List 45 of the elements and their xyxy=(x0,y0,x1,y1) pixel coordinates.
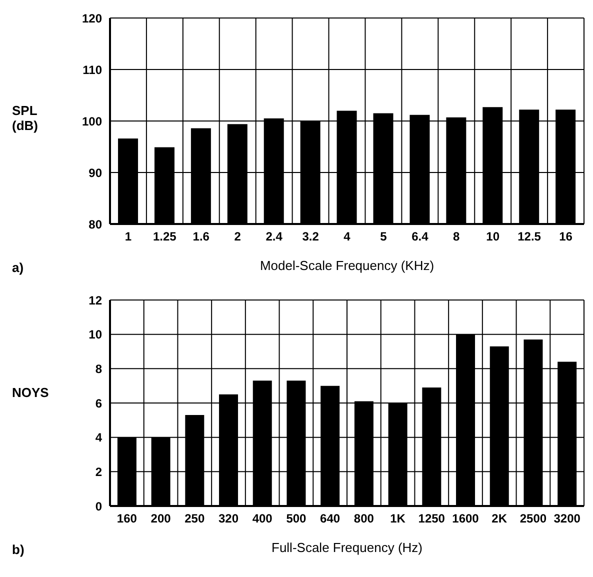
y-tick-label: 10 xyxy=(88,328,102,342)
y-tick-label: 80 xyxy=(88,217,102,232)
y-tick-label: 6 xyxy=(95,396,102,410)
x-tick-label: 500 xyxy=(286,512,307,526)
x-tick-label: 1 xyxy=(124,230,132,244)
x-tick-label: 200 xyxy=(150,512,172,526)
x-axis-title: Full-Scale Frequency (Hz) xyxy=(270,540,424,555)
x-tick-label: 2500 xyxy=(520,512,547,526)
x-tick-label: 1K xyxy=(390,512,406,526)
x-tick-label: 2.4 xyxy=(266,230,283,244)
x-tick-label: 6.4 xyxy=(412,230,429,244)
x-tick-label: 2 xyxy=(234,230,242,244)
x-tick-label: 3.2 xyxy=(302,230,320,244)
y-axis-title: SPL (dB) xyxy=(12,103,39,133)
y-tick-label: 110 xyxy=(82,62,102,77)
y-tick-label: 90 xyxy=(88,166,102,180)
x-axis-title: Model-Scale Frequency (KHz) xyxy=(258,258,436,273)
x-tick-label: 1600 xyxy=(452,512,480,526)
y-tick-label: 120 xyxy=(82,11,102,26)
x-tick-label: 16 xyxy=(559,230,573,244)
y-tick-label: 100 xyxy=(82,114,102,128)
y-tick-label: 0 xyxy=(95,499,102,514)
x-tick-label: 320 xyxy=(218,512,239,526)
y-axis-title: NOYS xyxy=(12,385,50,400)
y-tick-label: 4 xyxy=(95,430,102,445)
y-tick-label: 12 xyxy=(88,293,102,308)
x-tick-label: 12.5 xyxy=(518,230,542,244)
x-tick-label: 640 xyxy=(320,512,340,526)
x-tick-label: 5 xyxy=(380,230,388,244)
x-tick-label: 1.6 xyxy=(192,230,210,244)
x-tick-label: 4 xyxy=(344,230,351,244)
x-tick-label: 1250 xyxy=(418,512,446,526)
x-tick-label: 250 xyxy=(184,512,205,526)
text: b) xyxy=(12,542,24,557)
x-tick-label: 160 xyxy=(116,512,138,526)
x-tick-label: 800 xyxy=(354,512,374,526)
y-tick-label: 8 xyxy=(95,362,102,376)
x-tick-label: 10 xyxy=(486,230,500,244)
x-tick-label: 1.25 xyxy=(153,230,177,244)
x-tick-label: 8 xyxy=(453,230,460,244)
text: a) xyxy=(12,260,24,275)
x-tick-label: 3200 xyxy=(554,512,581,526)
y-tick-label: 2 xyxy=(95,464,102,479)
x-tick-label: 400 xyxy=(252,512,273,526)
x-tick-label: 2K xyxy=(492,512,508,526)
